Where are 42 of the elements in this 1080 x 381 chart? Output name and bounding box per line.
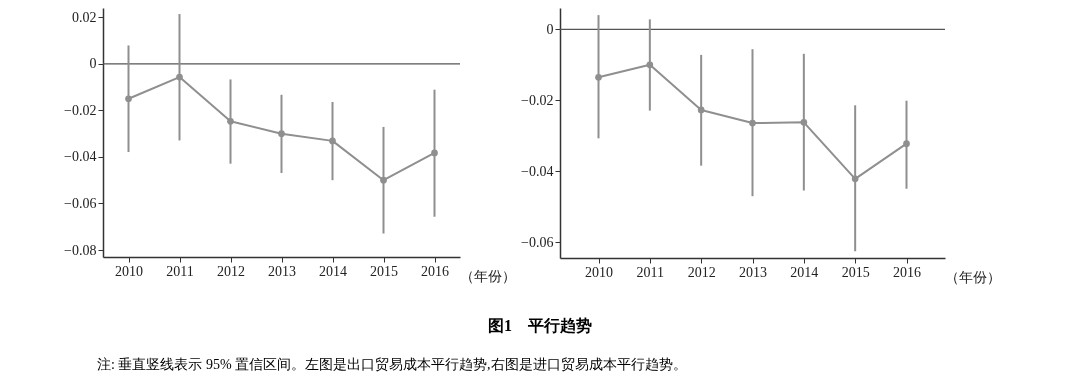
x-tick-label: 2011	[166, 263, 194, 279]
point	[595, 73, 602, 81]
point	[380, 176, 387, 184]
y-tick-label: −0.08	[64, 242, 97, 258]
x-tick-label: 2011	[636, 264, 665, 280]
x-tick-label: 2010	[585, 264, 613, 280]
y-tick-label: −0.06	[521, 234, 554, 250]
point	[176, 73, 183, 81]
point	[227, 117, 234, 125]
point	[903, 140, 910, 147]
x-tick-label: 2014	[790, 264, 819, 280]
y-tick-label: 0.02	[72, 9, 97, 25]
point	[697, 106, 705, 114]
y-tick-label: −0.04	[521, 163, 554, 179]
point	[646, 61, 654, 69]
point	[851, 175, 859, 183]
x-tick-label: 2015	[841, 264, 870, 280]
point	[278, 130, 285, 138]
y-tick-label: −0.02	[521, 92, 554, 108]
y-tick-label: −0.04	[64, 149, 97, 165]
y-tick-label: −0.06	[64, 195, 97, 211]
x-axis-title: （年份）	[944, 269, 1001, 285]
x-tick-label: 2013	[268, 263, 296, 279]
point	[749, 119, 756, 127]
x-axis-title: （年份）	[459, 268, 516, 284]
x-tick-label: 2012	[687, 264, 716, 280]
x-tick-label: 2015	[370, 263, 398, 279]
x-tick-label: 2010	[115, 263, 143, 279]
y-tick-label: −0.02	[64, 102, 97, 118]
point	[125, 95, 132, 103]
x-tick-label: 2014	[319, 263, 347, 279]
point	[800, 119, 808, 126]
point	[431, 149, 438, 157]
x-tick-label: 2013	[739, 264, 767, 280]
y-tick-label: 0	[546, 21, 554, 37]
caption: 图1 平行趋势	[487, 316, 593, 336]
text: 注: 垂直竖线表示 95% 置信区间。左图是出口贸易成本平行趋势,右图是进口贸易成本平行趋势。	[97, 356, 687, 374]
x-tick-label: 2016	[893, 264, 921, 280]
x-tick-label: 2016	[421, 263, 449, 279]
y-tick-label: 0	[89, 56, 97, 72]
point	[329, 137, 336, 145]
x-tick-label: 2012	[217, 263, 245, 279]
